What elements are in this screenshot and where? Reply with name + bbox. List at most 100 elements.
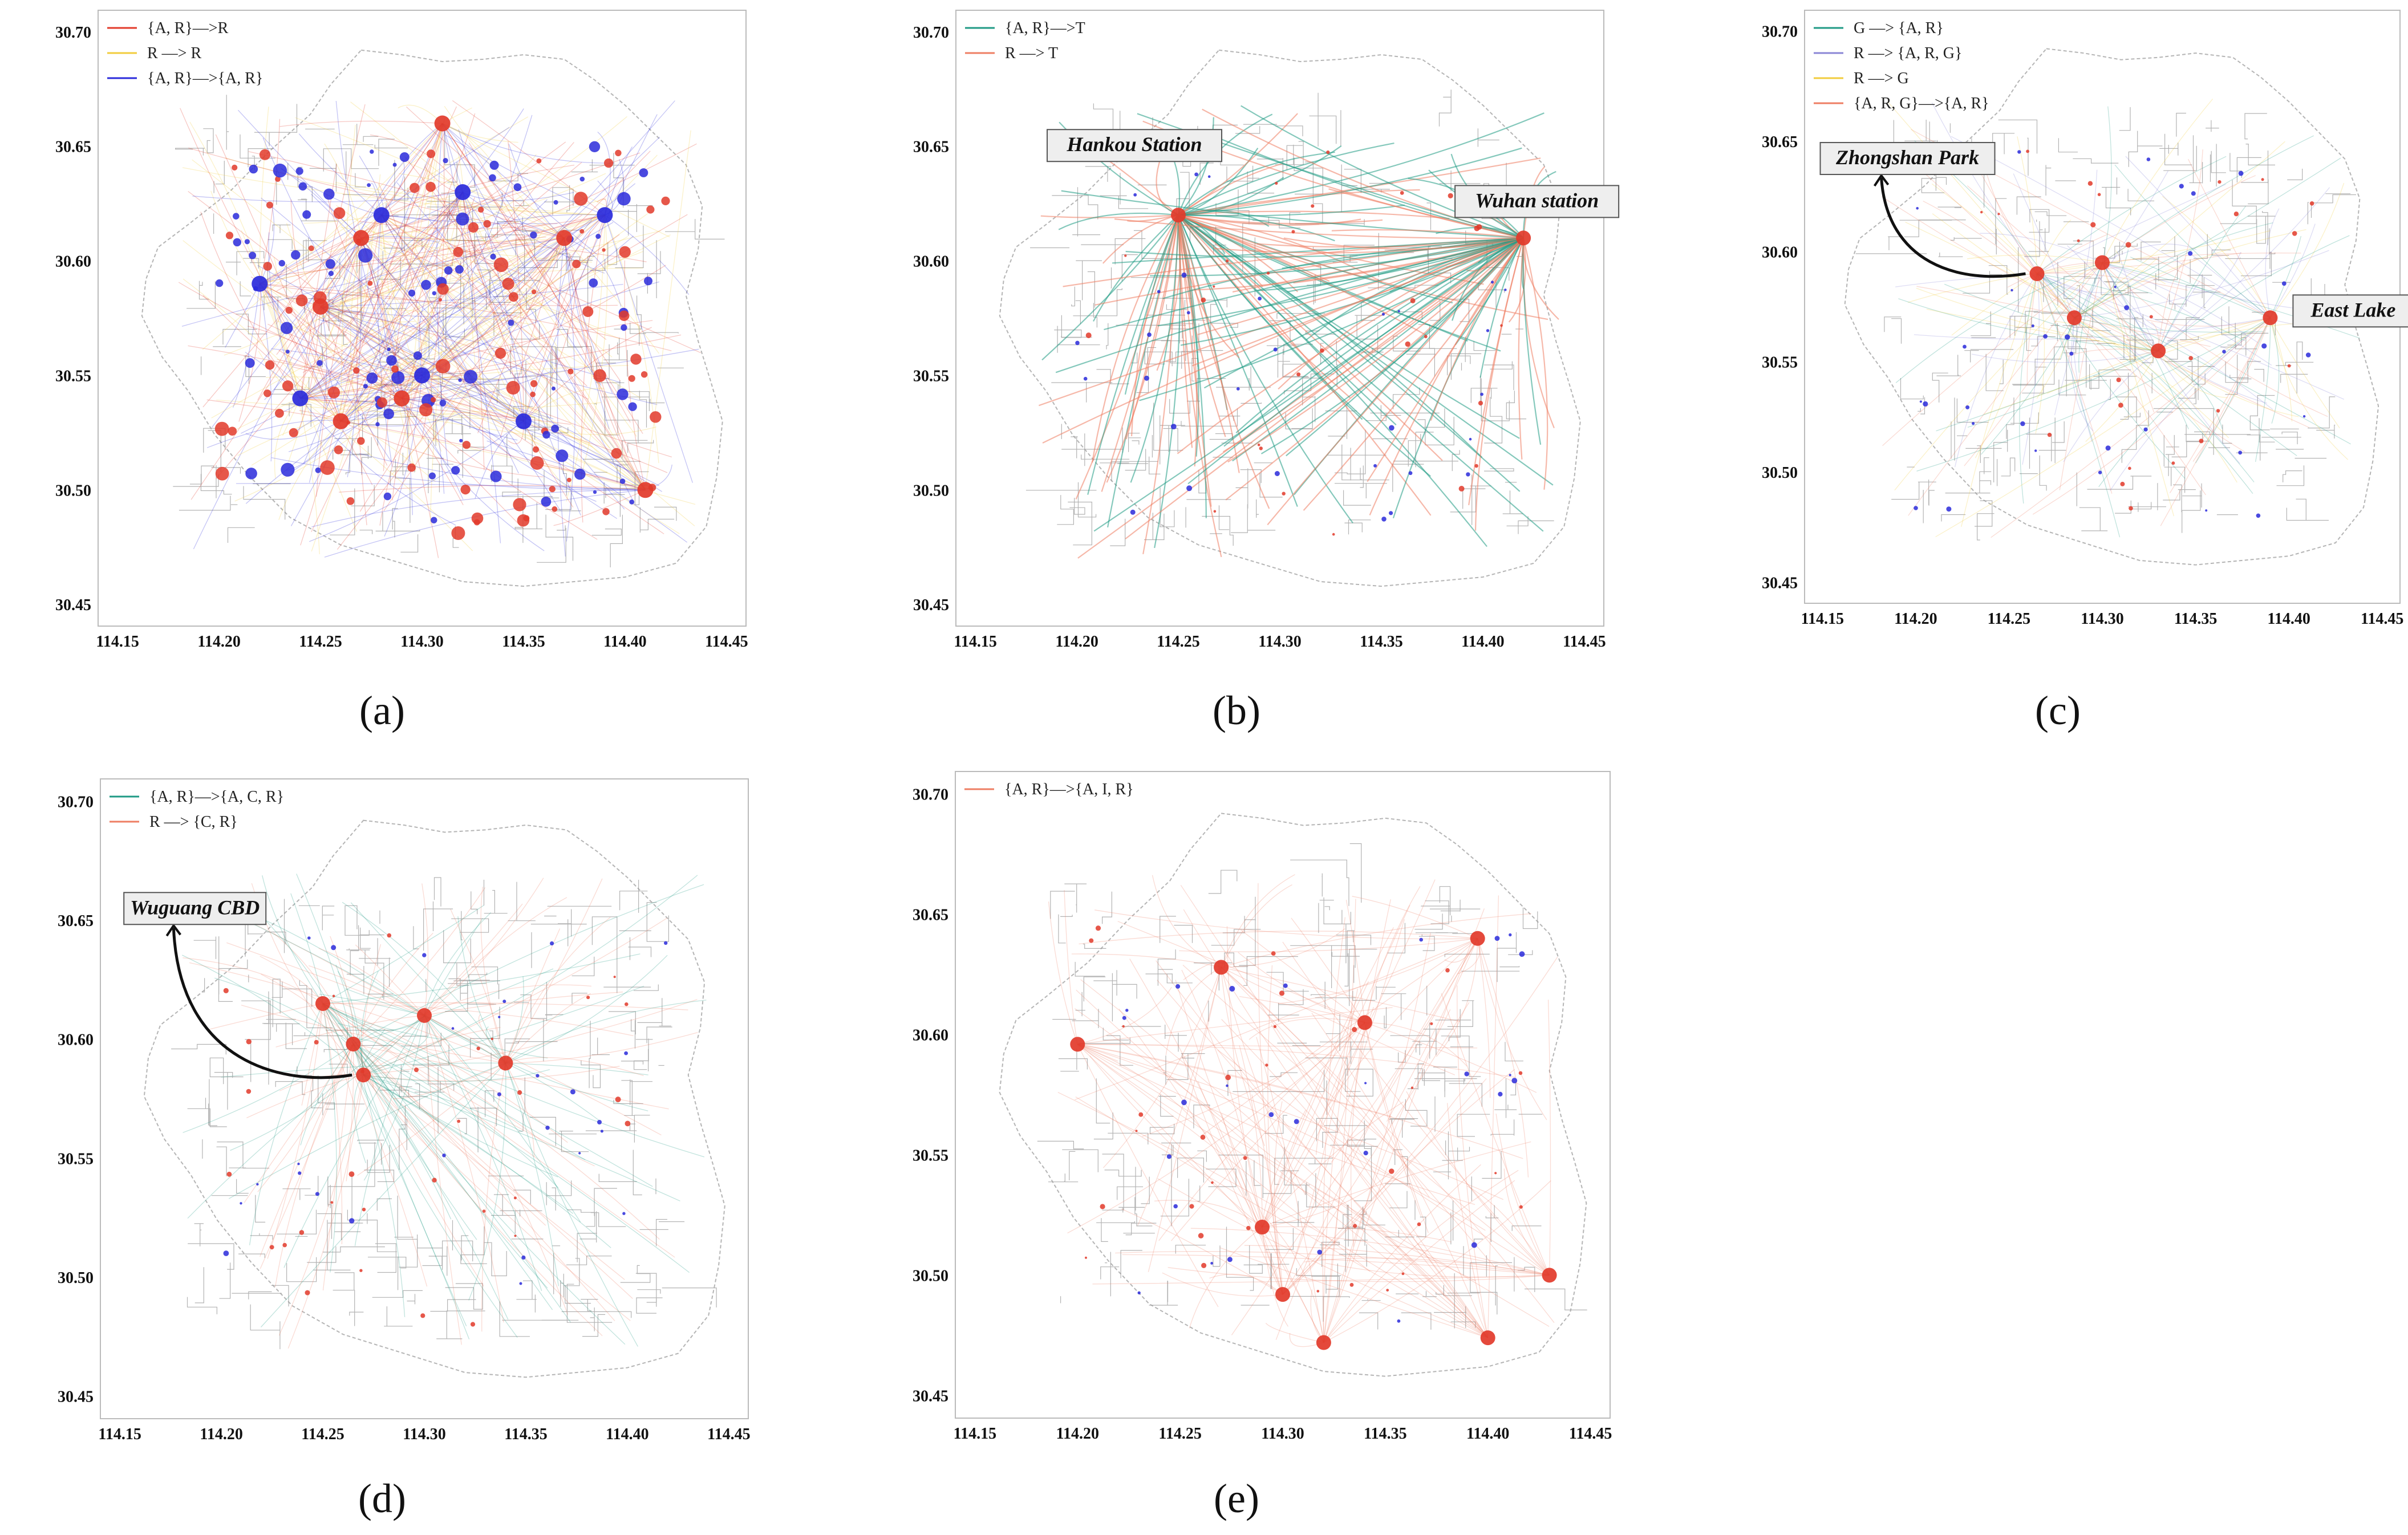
legend-label: {A, R}—>R [147,19,229,37]
node-point [625,1120,631,1127]
y-tick-label: 30.70 [55,24,91,42]
hub-point [333,413,349,429]
node-point [2034,449,2037,452]
node-point [1519,1205,1523,1209]
node-point [1316,1290,1320,1293]
y-tick-label: 30.45 [55,596,91,614]
node-point [536,158,542,164]
node-point [1267,271,1270,275]
callout-arrow [1880,177,2026,278]
node-point [1919,400,1922,403]
node-point [332,994,335,998]
node-point [1225,259,1229,263]
node-point [1458,486,1465,492]
node-point [245,468,257,480]
callout-label: Wuguang CBD [130,896,260,919]
panel-d: 114.15 114.20 114.25 114.30 114.35 114.40 114.… [58,778,751,1443]
x-tick-label: 114.40 [603,633,646,651]
node-point [1274,471,1280,476]
node-point [2125,242,2131,248]
y-tick-label: 30.45 [58,1388,94,1406]
node-point [1166,1154,1171,1159]
hub-point [637,482,654,498]
node-point [570,1089,575,1095]
node-point [1466,472,1470,477]
node-point [246,1039,252,1045]
x-tick-label: 114.40 [1461,633,1504,651]
node-point [1226,1084,1229,1087]
node-point [328,270,334,277]
node-point [462,441,471,449]
callout-box [1454,185,1620,218]
node-point [420,1313,425,1318]
node-point [615,1097,621,1103]
node-point [1291,230,1295,234]
node-point [431,517,437,523]
node-point [556,449,569,462]
node-point [2205,509,2208,512]
x-tick-label: 114.35 [1360,633,1402,651]
panel-caption: (a) [359,688,405,733]
panel-a: 114.15 114.20 114.25 114.30 114.35 114.40 114.… [55,10,748,651]
node-point [256,1183,259,1186]
node-point [1085,1256,1087,1259]
flow-nodes [214,141,670,540]
y-tick-label: 30.50 [58,1269,94,1287]
hub-point [1275,1287,1290,1302]
node-point [275,408,284,418]
node-point [574,468,586,480]
y-tick-label: 30.55 [913,367,949,385]
node-point [1405,341,1410,347]
hub-point [2029,266,2045,281]
node-point [513,183,522,192]
hub-point [498,1055,513,1071]
y-tick-label: 30.65 [55,139,91,156]
legend-label: R —> {A, R, G} [1854,44,1962,62]
node-point [2199,438,2204,444]
node-point [533,446,539,453]
node-point [519,1282,522,1285]
callout-label: Wuhan station [1475,189,1599,212]
node-point [2287,364,2291,368]
node-point [593,369,606,382]
node-point [552,386,556,391]
callout-label: Zhongshan Park [1835,146,1979,169]
node-point [1518,1071,1523,1075]
node-point [1194,172,1199,177]
node-point [1201,297,1206,303]
annotation-callout: Wuguang CBD [123,892,352,1079]
node-point [1271,951,1276,956]
node-point [325,259,335,269]
arrow-head [1873,173,1890,187]
node-point [244,239,250,245]
node-point [600,1130,603,1133]
node-point [464,369,478,384]
node-point [1397,310,1400,312]
hub-point [417,1008,432,1023]
y-tick-label: 30.60 [913,253,949,271]
node-point [263,389,271,397]
node-point [1075,340,1080,346]
node-point [414,1067,419,1073]
annotation-callout: Zhongshan Park [1819,141,2026,278]
node-point [2238,450,2243,455]
node-point [249,164,258,174]
x-tick-label: 114.35 [502,633,545,651]
node-point [1386,1289,1389,1292]
node-point [553,200,558,205]
node-point [1448,193,1453,198]
node-point [1519,951,1525,957]
node-point [1389,511,1393,515]
node-point [1352,1027,1357,1032]
x-tick-label: 114.30 [403,1426,445,1443]
node-point [299,1230,305,1235]
x-tick-label: 114.35 [1364,1425,1406,1443]
node-point [1916,207,1919,210]
y-tick-label: 30.55 [58,1150,94,1168]
node-point [582,306,594,317]
hub-point [556,230,573,246]
node-point [2118,403,2123,408]
node-point [490,253,496,260]
node-point [297,1163,300,1166]
node-point [425,181,436,192]
